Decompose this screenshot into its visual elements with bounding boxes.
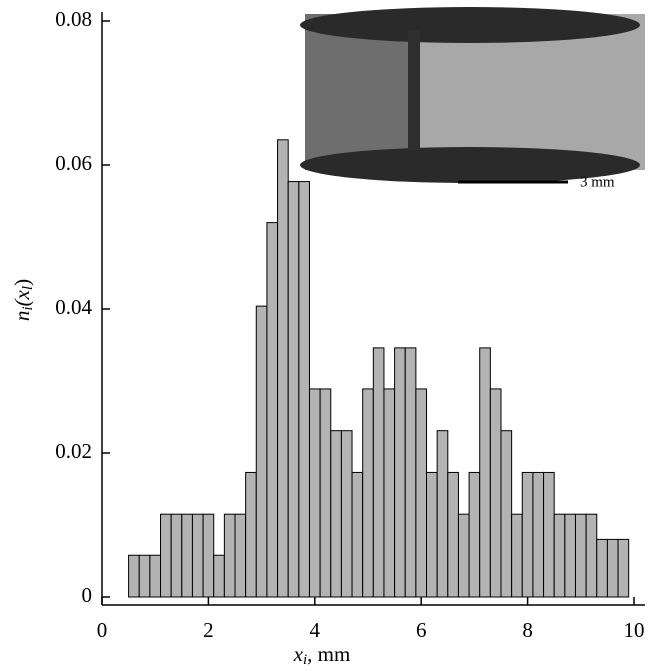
bar [543, 471, 555, 598]
bar [532, 471, 545, 598]
bar [308, 388, 321, 598]
bar [202, 513, 215, 598]
bar [266, 222, 279, 598]
y-axis-label: ni(xl) [10, 279, 37, 321]
inset-photo [300, 7, 645, 183]
bar [383, 388, 396, 598]
bar [606, 538, 619, 598]
bar [500, 430, 513, 598]
bar [489, 388, 502, 598]
y-tick-label: 0 [82, 583, 93, 607]
bar [426, 471, 438, 598]
bar [287, 181, 300, 598]
bar [436, 430, 449, 598]
bar [255, 305, 268, 598]
bar [245, 471, 257, 598]
bar [128, 554, 140, 598]
bar [617, 538, 630, 598]
bar [234, 513, 247, 598]
y-label-close: ) [10, 279, 34, 286]
bar [319, 388, 332, 598]
bar [468, 471, 481, 598]
bar [351, 471, 364, 598]
bar [372, 347, 385, 598]
y-label-open: (x [10, 289, 34, 306]
bar [394, 347, 406, 598]
bar [160, 513, 172, 598]
x-tick-label: 6 [416, 618, 427, 642]
bar [223, 513, 236, 598]
bar [181, 513, 193, 598]
bar [511, 513, 523, 598]
x-label-rest: , mm [307, 642, 350, 666]
bar [277, 139, 289, 598]
bar [330, 430, 342, 598]
x-tick-label: 10 [624, 618, 645, 642]
x-tick-label: 8 [522, 618, 533, 642]
bar [170, 513, 183, 598]
y-tick-label: 0.02 [55, 439, 92, 463]
bar [404, 347, 417, 598]
bar [585, 513, 598, 598]
bar [457, 513, 470, 598]
x-label-main: x [293, 642, 304, 666]
bar [298, 181, 310, 598]
bar [149, 554, 162, 598]
bar [564, 513, 576, 598]
y-label-n: n [10, 311, 34, 322]
bar [415, 388, 428, 598]
bar [596, 538, 608, 598]
y-tick-label: 0.06 [55, 151, 92, 175]
bar [521, 471, 534, 598]
bar [138, 554, 151, 598]
x-tick-label: 4 [310, 618, 321, 642]
x-label-sub: i [303, 652, 307, 668]
bar [340, 430, 353, 598]
x-tick-label: 2 [203, 618, 214, 642]
y-label-sub: i [20, 306, 36, 310]
y-tick-label: 0.08 [55, 7, 92, 31]
bar [553, 513, 566, 598]
x-axis-label: xi, mm [293, 642, 351, 669]
x-tick-label: 0 [97, 618, 108, 642]
bar [213, 554, 225, 598]
scale-label: 3 mm [580, 174, 615, 190]
bar [479, 347, 491, 598]
y-tick-label: 0.04 [55, 295, 92, 319]
bar [362, 388, 374, 598]
bar [574, 513, 587, 598]
bar [447, 471, 459, 598]
y-label-sub2: l [20, 286, 36, 290]
bar [191, 513, 204, 598]
